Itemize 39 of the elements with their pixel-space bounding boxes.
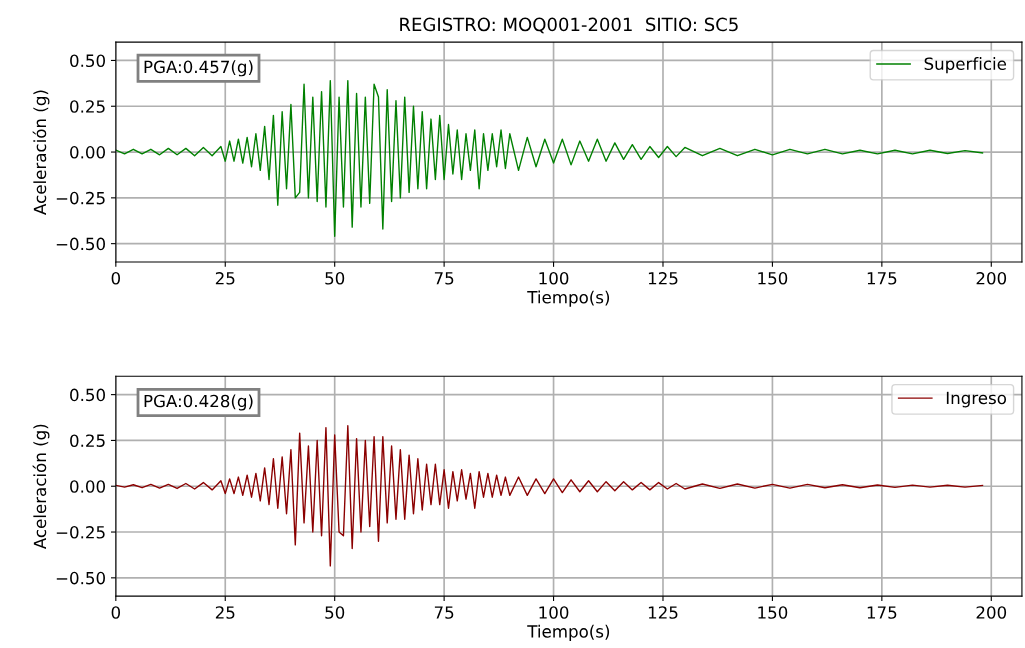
x-tick-label: 75	[434, 606, 454, 619]
x-tick-label: 200	[976, 271, 1007, 285]
x-axis-title: Tiempo(s)	[527, 624, 610, 641]
x-tick-label: 125	[648, 606, 678, 619]
y-tick-label: 0.50	[70, 54, 105, 68]
x-tick-label: 150	[758, 606, 788, 619]
x-tick-label: 75	[434, 272, 454, 285]
x-axis-title: Tiempo(s)	[527, 290, 610, 307]
legend-label: Superficie	[924, 57, 1007, 74]
x-tick-label: 200	[976, 606, 1007, 619]
y-tick-label: 0.00	[70, 480, 105, 493]
x-tick-label: 25	[215, 606, 235, 619]
x-tick-label: 0	[111, 271, 121, 285]
x-tick-label: 0	[111, 606, 121, 619]
annotation: PGA:0.457(g)	[144, 60, 253, 77]
y-tick-label: 0.25	[70, 100, 105, 113]
x-tick-label: 150	[758, 271, 788, 285]
y-tick-label: 0.00	[70, 146, 105, 159]
line-series	[115, 79, 984, 238]
x-tick-label: 50	[325, 271, 345, 285]
x-tick-label: 100	[539, 271, 569, 285]
x-tick-label: 175	[867, 606, 897, 619]
x-tick-label: 175	[867, 272, 897, 285]
x-tick-label: 50	[325, 606, 345, 619]
y-tick-label: −0.50	[56, 237, 105, 251]
y-tick-label: 0.25	[70, 434, 105, 447]
y-tick-label: −0.25	[56, 526, 105, 539]
y-tick-label: −0.25	[56, 191, 105, 205]
line-series	[115, 425, 984, 567]
y-axis-title: Aceleración (g)	[32, 424, 50, 550]
x-tick-label: 25	[215, 271, 235, 285]
legend-label: Ingreso	[946, 391, 1007, 408]
y-axis-title: Aceleración (g)	[32, 90, 50, 215]
x-tick-label: 100	[539, 606, 569, 619]
y-tick-label: −0.50	[56, 571, 105, 585]
annotation: PGA:0.428(g)	[144, 394, 253, 411]
x-tick-label: 125	[648, 271, 678, 285]
y-tick-label: 0.50	[70, 388, 105, 402]
chart-title: REGISTRO: MOQ001-2001 SITIO: SC5	[400, 17, 738, 34]
